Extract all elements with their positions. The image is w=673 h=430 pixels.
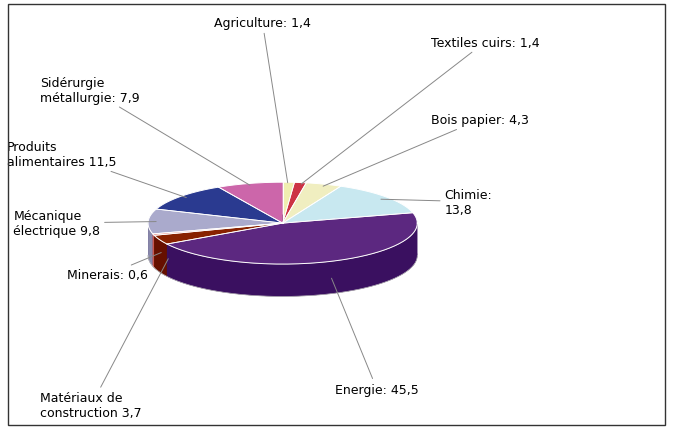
Polygon shape [148, 209, 283, 234]
Polygon shape [167, 224, 283, 277]
Text: Matériaux de
construction 3,7: Matériaux de construction 3,7 [40, 259, 168, 419]
Polygon shape [154, 224, 283, 268]
Polygon shape [283, 183, 341, 224]
Polygon shape [167, 223, 417, 297]
Text: Minerais: 0,6: Minerais: 0,6 [67, 253, 162, 282]
Polygon shape [283, 183, 306, 224]
Polygon shape [167, 213, 417, 264]
Text: Energie: 45,5: Energie: 45,5 [332, 279, 419, 396]
Polygon shape [219, 183, 283, 224]
Polygon shape [154, 224, 283, 268]
Polygon shape [153, 224, 283, 267]
Polygon shape [154, 224, 283, 245]
Polygon shape [167, 224, 283, 277]
Polygon shape [153, 224, 283, 267]
Polygon shape [148, 224, 417, 297]
Text: Textiles cuirs: 1,4: Textiles cuirs: 1,4 [301, 37, 539, 184]
Polygon shape [148, 215, 417, 297]
Text: Sidérurgie
métallurgie: 7,9: Sidérurgie métallurgie: 7,9 [40, 77, 250, 186]
Text: Produits
alimentaires 11,5: Produits alimentaires 11,5 [7, 141, 186, 198]
Polygon shape [283, 187, 413, 224]
Polygon shape [153, 224, 283, 236]
Text: Bois papier: 4,3: Bois papier: 4,3 [323, 114, 528, 187]
Polygon shape [148, 223, 153, 267]
Polygon shape [154, 236, 167, 277]
Text: Agriculture: 1,4: Agriculture: 1,4 [214, 17, 311, 183]
Text: Mécanique
électrique 9,8: Mécanique électrique 9,8 [13, 210, 156, 237]
Polygon shape [156, 187, 283, 224]
Text: Chimie:
13,8: Chimie: 13,8 [381, 188, 492, 216]
Polygon shape [283, 183, 295, 224]
Polygon shape [153, 234, 154, 268]
